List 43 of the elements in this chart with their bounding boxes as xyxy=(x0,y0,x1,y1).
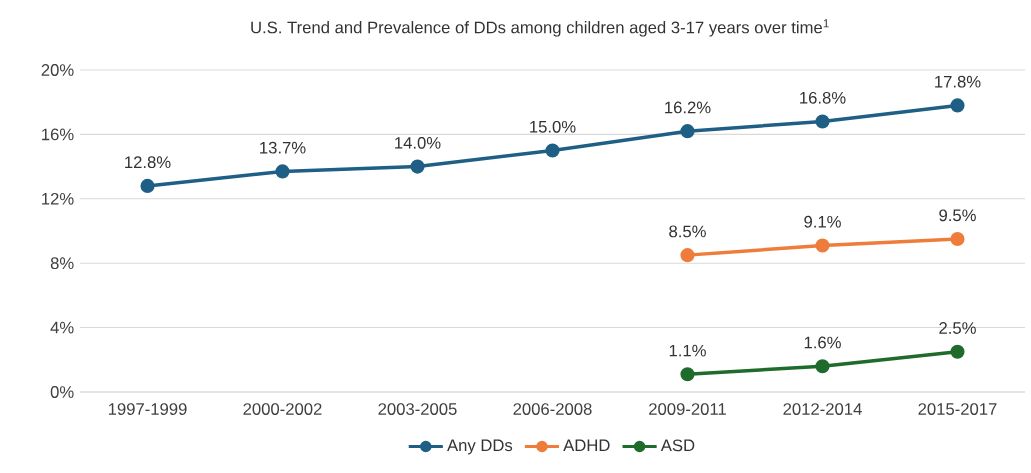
point xyxy=(680,124,695,139)
point xyxy=(410,159,425,174)
legend-label: ASD xyxy=(660,439,695,452)
data-label: 2.5% xyxy=(939,322,976,334)
point xyxy=(140,178,155,193)
legend-label: ADHD xyxy=(563,439,610,451)
x-tick-label: 2003-2005 xyxy=(378,403,457,415)
point xyxy=(815,359,830,374)
data-label: 14.0% xyxy=(395,136,441,149)
data-label: 1.1% xyxy=(669,344,706,357)
data-label: 9.1% xyxy=(804,215,841,228)
data-label: 17.8% xyxy=(935,75,981,88)
point xyxy=(815,238,830,253)
data-label: 12.8% xyxy=(125,156,171,169)
x-tick-label: 1997-1999 xyxy=(108,403,187,415)
x-tick-label: 2015-2017 xyxy=(918,403,997,415)
point xyxy=(950,98,965,113)
point xyxy=(950,344,965,359)
data-label: 13.7% xyxy=(260,141,306,154)
data-label: 8.5% xyxy=(669,225,706,238)
data-label: 16.8% xyxy=(800,91,846,104)
y-tick-label: 8% xyxy=(50,257,74,270)
legend-label: Any DDs xyxy=(447,439,513,455)
data-label: 9.5% xyxy=(939,209,976,222)
point xyxy=(545,143,560,158)
data-label: 1.6% xyxy=(804,336,841,349)
x-tick-label: 2000-2002 xyxy=(243,403,322,415)
point xyxy=(680,367,695,382)
x-tick-label: 2006-2008 xyxy=(513,403,592,415)
x-tick-label: 2012-2014 xyxy=(783,403,862,415)
data-label: 15.0% xyxy=(530,120,576,133)
chart-title: U.S. Trend and Prevalence of DDs among children aged 3-17 years over time$^{1}$ xyxy=(251,19,829,37)
y-tick-label: 20% xyxy=(41,64,74,76)
y-tick-label: 16% xyxy=(42,128,74,141)
data-label: 16.2% xyxy=(665,101,711,114)
y-tick-label: 12% xyxy=(42,192,74,205)
point xyxy=(680,248,695,263)
x-tick-label: 2009-2011 xyxy=(649,403,726,415)
point xyxy=(950,231,965,247)
y-tick-label: 4% xyxy=(50,321,74,334)
point xyxy=(275,164,290,179)
point xyxy=(815,114,830,129)
y-tick-label: 0% xyxy=(50,386,74,398)
